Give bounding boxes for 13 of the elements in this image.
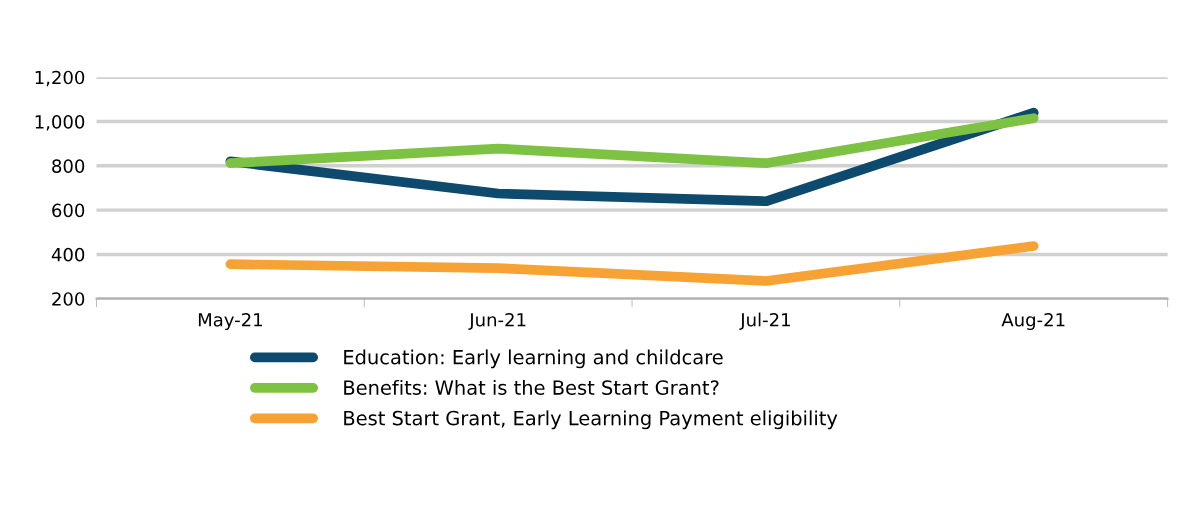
legend-label: Benefits: What is the Best Start Grant? bbox=[344, 379, 719, 395]
y-tick-label: 800 bbox=[52, 159, 85, 173]
legend-label: Education: Early learning and childcare bbox=[344, 349, 723, 369]
x-tick-label: Aug-21 bbox=[1001, 312, 1065, 331]
y-tick-label: 400 bbox=[51, 247, 85, 262]
x-tick-label: May-21 bbox=[198, 312, 262, 331]
x-tick-label: Jun-21 bbox=[468, 312, 526, 330]
x-tick-label: Jul-21 bbox=[739, 312, 790, 330]
y-tick-label: 600 bbox=[52, 203, 85, 218]
y-tick-label: 1,000 bbox=[35, 115, 85, 131]
y-tick-label: 1,200 bbox=[35, 70, 85, 87]
legend-label: Best Start Grant, Early Learning Payment eligibility bbox=[344, 410, 838, 430]
y-tick-label: 200 bbox=[52, 292, 85, 306]
